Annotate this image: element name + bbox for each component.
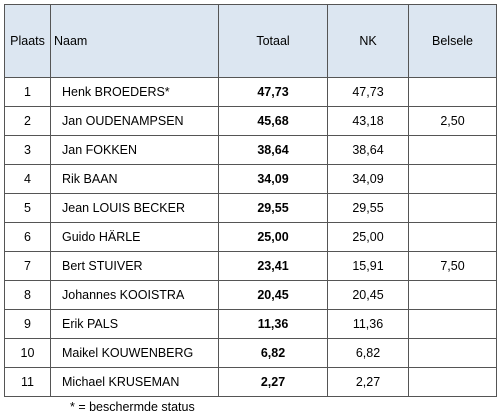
name-cell: Guido HÄRLE <box>50 222 219 252</box>
nk-cell: 25,00 <box>327 222 409 252</box>
name-cell: Jan FOKKEN <box>50 135 219 165</box>
name-cell: Jan OUDENAMPSEN <box>50 106 219 136</box>
table-row: 5 Jean LOUIS BECKER 29,55 29,55 <box>4 193 497 223</box>
nk-cell: 11,36 <box>327 309 409 339</box>
rank-cell: 4 <box>4 164 51 194</box>
column-header: Totaal <box>218 4 328 78</box>
belsele-cell <box>408 367 497 397</box>
belsele-cell: 2,50 <box>408 106 497 136</box>
rank-cell: 2 <box>4 106 51 136</box>
rank-cell: 10 <box>4 338 51 368</box>
belsele-cell <box>408 77 497 107</box>
name-cell: Bert STUIVER <box>50 251 219 281</box>
table-row: 3 Jan FOKKEN 38,64 38,64 <box>4 135 497 165</box>
nk-cell: 20,45 <box>327 280 409 310</box>
total-cell: 47,73 <box>218 77 328 107</box>
belsele-cell <box>408 222 497 252</box>
name-cell: Henk BROEDERS* <box>50 77 219 107</box>
column-header: NK <box>327 4 409 78</box>
belsele-cell <box>408 193 497 223</box>
total-cell: 34,09 <box>218 164 328 194</box>
rank-cell: 1 <box>4 77 51 107</box>
score-table: Plaats Naam Totaal NK Belsele 1 Henk BROEDERS… <box>4 4 497 397</box>
total-cell: 38,64 <box>218 135 328 165</box>
footnote: * = beschermde status <box>70 400 195 414</box>
nk-cell: 34,09 <box>327 164 409 194</box>
table-row: 7 Bert STUIVER 23,41 15,91 7,50 <box>4 251 497 281</box>
total-cell: 29,55 <box>218 193 328 223</box>
belsele-cell <box>408 135 497 165</box>
total-cell: 25,00 <box>218 222 328 252</box>
table-row: 9 Erik PALS 11,36 11,36 <box>4 309 497 339</box>
column-header: Naam <box>50 4 219 78</box>
belsele-cell <box>408 280 497 310</box>
total-cell: 11,36 <box>218 309 328 339</box>
name-cell: Johannes KOOISTRA <box>50 280 219 310</box>
nk-cell: 38,64 <box>327 135 409 165</box>
rank-cell: 11 <box>4 367 51 397</box>
table-row: 10 Maikel KOUWENBERG 6,82 6,82 <box>4 338 497 368</box>
name-cell: Rik BAAN <box>50 164 219 194</box>
nk-cell: 29,55 <box>327 193 409 223</box>
total-cell: 45,68 <box>218 106 328 136</box>
table-body: 1 Henk BROEDERS* 47,73 47,73 2 Jan OUDENAMPSE… <box>4 77 497 397</box>
rank-cell: 3 <box>4 135 51 165</box>
belsele-cell <box>408 164 497 194</box>
belsele-cell <box>408 309 497 339</box>
total-cell: 23,41 <box>218 251 328 281</box>
table-row: 1 Henk BROEDERS* 47,73 47,73 <box>4 77 497 107</box>
nk-cell: 6,82 <box>327 338 409 368</box>
column-header: Plaats <box>4 4 51 78</box>
nk-cell: 2,27 <box>327 367 409 397</box>
header-row: Plaats Naam Totaal NK Belsele <box>4 4 497 78</box>
belsele-cell <box>408 338 497 368</box>
nk-cell: 47,73 <box>327 77 409 107</box>
rank-cell: 5 <box>4 193 51 223</box>
nk-cell: 15,91 <box>327 251 409 281</box>
name-cell: Erik PALS <box>50 309 219 339</box>
table-row: 8 Johannes KOOISTRA 20,45 20,45 <box>4 280 497 310</box>
name-cell: Maikel KOUWENBERG <box>50 338 219 368</box>
table-row: 2 Jan OUDENAMPSEN 45,68 43,18 2,50 <box>4 106 497 136</box>
table-row: 11 Michael KRUSEMAN 2,27 2,27 <box>4 367 497 397</box>
total-cell: 2,27 <box>218 367 328 397</box>
rank-cell: 7 <box>4 251 51 281</box>
rank-cell: 6 <box>4 222 51 252</box>
belsele-cell: 7,50 <box>408 251 497 281</box>
rank-cell: 9 <box>4 309 51 339</box>
name-cell: Jean LOUIS BECKER <box>50 193 219 223</box>
column-header: Belsele <box>408 4 497 78</box>
rank-cell: 8 <box>4 280 51 310</box>
total-cell: 20,45 <box>218 280 328 310</box>
total-cell: 6,82 <box>218 338 328 368</box>
table-header: Plaats Naam Totaal NK Belsele <box>4 4 497 78</box>
nk-cell: 43,18 <box>327 106 409 136</box>
table-row: 6 Guido HÄRLE 25,00 25,00 <box>4 222 497 252</box>
name-cell: Michael KRUSEMAN <box>50 367 219 397</box>
table-row: 4 Rik BAAN 34,09 34,09 <box>4 164 497 194</box>
